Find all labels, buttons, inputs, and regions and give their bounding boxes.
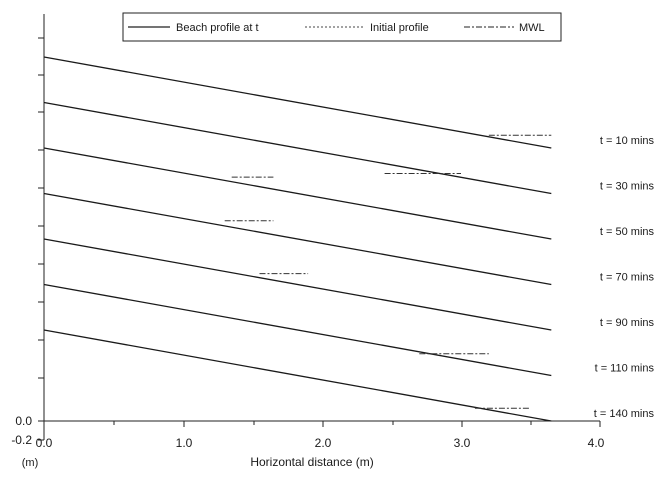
x-tick-label: 4.0 bbox=[588, 436, 605, 450]
legend-label-initial-profile: Initial profile bbox=[370, 22, 429, 34]
legend-label-mwl: MWL bbox=[519, 22, 545, 34]
profile-lines bbox=[43, 56, 552, 422]
x-axis-label: Horizontal distance (m) bbox=[250, 455, 373, 469]
profile-line bbox=[43, 147, 552, 240]
y-axis-ticks bbox=[38, 37, 44, 441]
series-label: t = 70 mins bbox=[600, 272, 655, 284]
series-labels: t = 10 mins t = 30 mins t = 50 mins t = 70 … bbox=[594, 135, 655, 420]
x-tick-label: 1.0 bbox=[176, 436, 193, 450]
y-tick-label: -0.2 bbox=[11, 433, 32, 447]
profile-line bbox=[43, 101, 552, 195]
legend-label-beach-profile: Beach profile at t bbox=[176, 22, 259, 34]
profile-line bbox=[43, 238, 552, 331]
series-label: t = 50 mins bbox=[600, 226, 655, 238]
y-axis-label: (m) bbox=[22, 457, 39, 469]
y-tick-label: 0.0 bbox=[15, 414, 32, 428]
profile-line bbox=[43, 329, 552, 422]
series-label: t = 90 mins bbox=[600, 317, 655, 329]
profile-line bbox=[43, 192, 552, 286]
legend: Beach profile at t Initial profile MWL bbox=[122, 12, 562, 42]
x-tick-label: 3.0 bbox=[454, 436, 471, 450]
plot-area bbox=[43, 14, 600, 440]
series-label: t = 10 mins bbox=[600, 135, 655, 147]
mwl-lines bbox=[224, 134, 552, 409]
profile-line bbox=[43, 56, 552, 149]
series-label: t = 140 mins bbox=[594, 408, 655, 420]
x-tick-label: 2.0 bbox=[315, 436, 332, 450]
profile-line bbox=[43, 283, 552, 377]
series-label: t = 30 mins bbox=[600, 181, 655, 193]
x-tick-label: 0.0 bbox=[36, 436, 53, 450]
series-label: t = 110 mins bbox=[595, 363, 655, 375]
x-axis-ticks bbox=[43, 421, 601, 427]
